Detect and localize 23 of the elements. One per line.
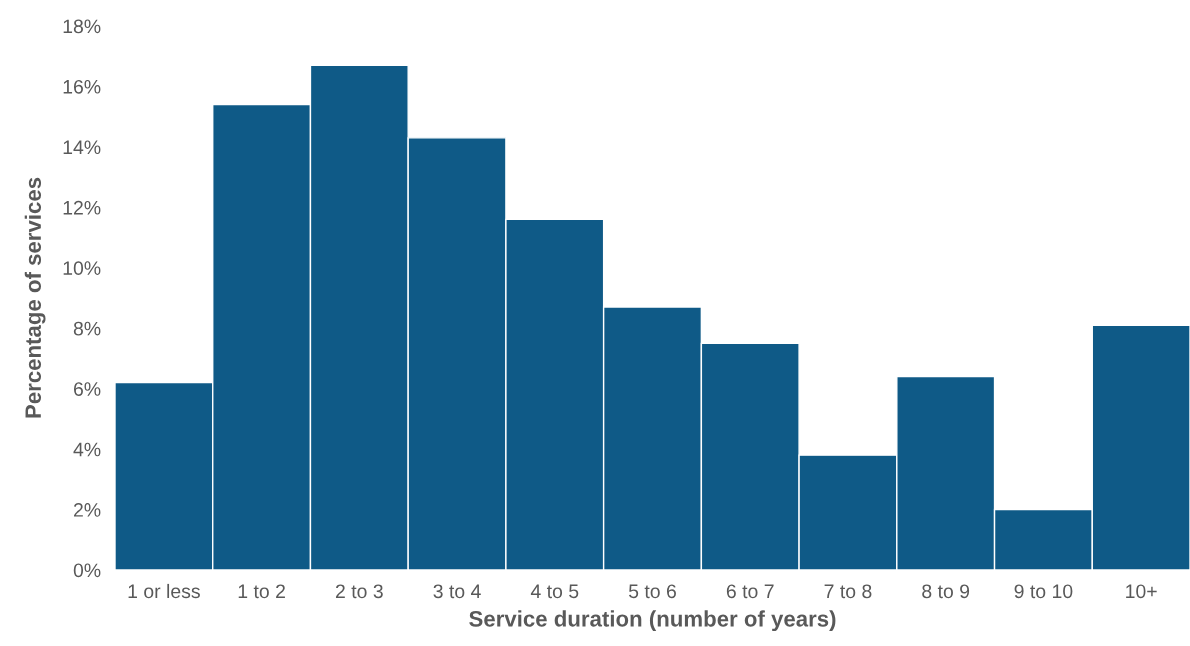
y-tick-label: 2% xyxy=(73,503,101,517)
x-tick-label: 2 to 3 xyxy=(335,584,383,599)
y-tick-label: 4% xyxy=(73,442,101,457)
y-tick-label: 6% xyxy=(74,382,101,396)
y-axis-title: Percentage of services xyxy=(24,177,46,418)
x-tick-label: 9 to 10 xyxy=(1014,584,1073,599)
x-tick-label: 7 to 8 xyxy=(824,584,872,599)
y-tick-label: 0% xyxy=(73,563,101,578)
x-tick-label: 1 or less xyxy=(128,583,200,599)
x-tick-label: 4 to 5 xyxy=(530,584,579,599)
x-tick-label: 10+ xyxy=(1126,584,1157,599)
x-tick-label: 3 to 4 xyxy=(433,584,481,599)
y-tick-label: 18% xyxy=(63,19,101,34)
y-tick-label: 12% xyxy=(63,200,101,215)
x-tick-label: 8 to 9 xyxy=(922,584,970,599)
y-tick-label: 10% xyxy=(63,261,101,276)
x-axis-title: Service duration (number of years) xyxy=(469,610,836,632)
y-tick-label: 16% xyxy=(63,79,101,94)
y-tick-label: 8% xyxy=(73,321,101,336)
x-tick-label: 5 to 6 xyxy=(628,584,676,599)
y-tick-label: 14% xyxy=(63,140,101,155)
x-tick-label: 1 to 2 xyxy=(238,584,285,599)
x-tick-label: 6 to 7 xyxy=(726,584,774,599)
